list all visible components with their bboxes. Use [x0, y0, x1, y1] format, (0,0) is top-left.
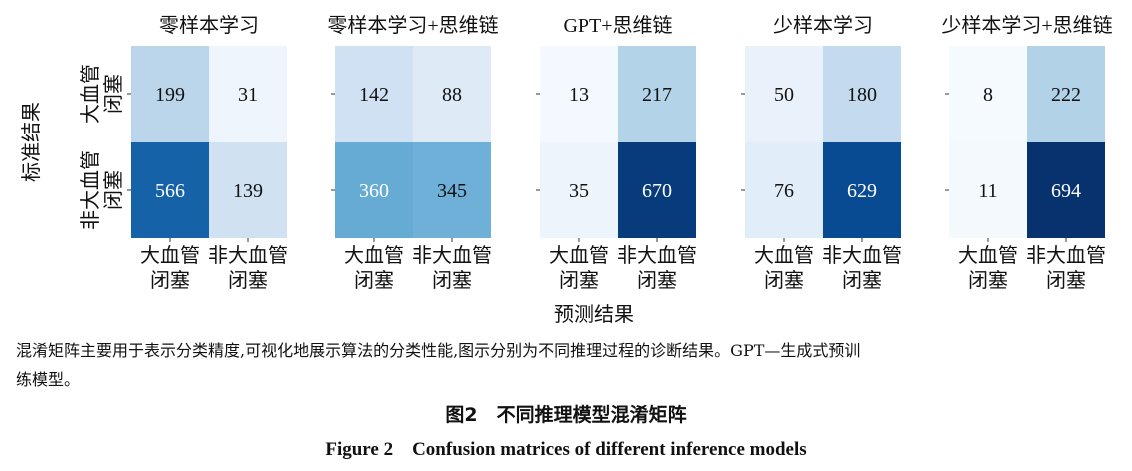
heatmap-cell — [335, 46, 413, 142]
heatmap-cell — [1027, 46, 1105, 142]
heatmap-cell — [131, 46, 209, 142]
cell-value-label: 76 — [774, 180, 794, 202]
x-tick-label: 闭塞 — [842, 269, 882, 292]
x-tick-label: 大血管 — [754, 244, 814, 267]
heatmap-cell — [618, 46, 696, 142]
panel-title: 零样本学习 — [159, 14, 259, 37]
figure-caption-line-2: 练模型。 — [16, 370, 81, 389]
x-tick-label: 非大血管 — [208, 244, 288, 267]
heatmap-cell — [1027, 142, 1105, 238]
x-tick-label: 闭塞 — [150, 269, 190, 292]
heatmap-cell — [823, 142, 901, 238]
cell-value-label: 13 — [569, 84, 589, 106]
x-tick-label: 大血管 — [549, 244, 609, 267]
cell-value-label: 31 — [238, 84, 258, 106]
cell-value-label: 180 — [847, 84, 877, 106]
cell-value-label: 50 — [774, 84, 794, 106]
heatmap-cell — [618, 142, 696, 238]
figure-title-english: Figure 2 Confusion matrices of different… — [325, 439, 807, 460]
heatmap-cell — [413, 142, 491, 238]
y-tick-label: 大血管 — [79, 64, 102, 124]
cell-value-label: 139 — [233, 180, 263, 202]
heatmap-cell — [745, 142, 823, 238]
cell-value-label: 11 — [978, 180, 997, 202]
x-tick-label: 闭塞 — [764, 269, 804, 292]
heatmap-cell — [131, 142, 209, 238]
y-tick-label: 闭塞 — [102, 170, 125, 210]
x-tick-label: 非大血管 — [617, 244, 697, 267]
heatmap-cell — [949, 46, 1027, 142]
x-tick-label: 大血管 — [958, 244, 1018, 267]
heatmap-cell — [413, 46, 491, 142]
cell-value-label: 670 — [642, 180, 672, 202]
x-tick-label: 大血管 — [140, 244, 200, 267]
x-tick-label: 闭塞 — [432, 269, 472, 292]
heatmap-cell — [209, 142, 287, 238]
x-axis-label: 预测结果 — [554, 303, 634, 326]
x-tick-label: 闭塞 — [1046, 269, 1086, 292]
x-tick-label: 闭塞 — [968, 269, 1008, 292]
heatmap-cell — [209, 46, 287, 142]
figure-title-chinese: 图2 不同推理模型混淆矩阵 — [445, 404, 687, 426]
y-axis-label: 标准结果 — [20, 102, 43, 182]
x-tick-label: 大血管 — [344, 244, 404, 267]
panel-title: 零样本学习+思维链 — [327, 14, 498, 37]
heatmap-cell — [823, 46, 901, 142]
panel-title: GPT+思维链 — [563, 14, 672, 37]
cell-value-label: 566 — [155, 180, 185, 202]
cell-value-label: 88 — [442, 84, 462, 106]
cell-value-label: 629 — [847, 180, 877, 202]
panel-title: 少样本学习 — [773, 14, 873, 37]
x-tick-label: 闭塞 — [637, 269, 677, 292]
figure-caption-line-1: 混淆矩阵主要用于表示分类精度,可视化地展示算法的分类性能,图示分别为不同推理过程… — [16, 341, 861, 360]
x-tick-label: 闭塞 — [354, 269, 394, 292]
y-tick-label: 闭塞 — [102, 74, 125, 114]
heatmap-cell — [540, 46, 618, 142]
x-tick-label: 非大血管 — [1026, 244, 1106, 267]
cell-value-label: 199 — [155, 84, 185, 106]
cell-value-label: 217 — [642, 84, 672, 106]
cell-value-label: 142 — [359, 84, 389, 106]
panel-title: 少样本学习+思维链 — [941, 14, 1112, 37]
heatmap-cell — [745, 46, 823, 142]
cell-value-label: 345 — [437, 180, 467, 202]
cell-value-label: 35 — [569, 180, 589, 202]
x-tick-label: 闭塞 — [559, 269, 599, 292]
heatmap-cell — [540, 142, 618, 238]
heatmap-cell — [335, 142, 413, 238]
cell-value-label: 222 — [1051, 84, 1081, 106]
cell-value-label: 8 — [983, 84, 993, 106]
y-tick-label: 非大血管 — [79, 150, 102, 230]
x-tick-label: 非大血管 — [412, 244, 492, 267]
cell-value-label: 694 — [1051, 180, 1081, 202]
heatmap-cell — [949, 142, 1027, 238]
cell-value-label: 360 — [359, 180, 389, 202]
x-tick-label: 闭塞 — [228, 269, 268, 292]
x-tick-label: 非大血管 — [822, 244, 902, 267]
